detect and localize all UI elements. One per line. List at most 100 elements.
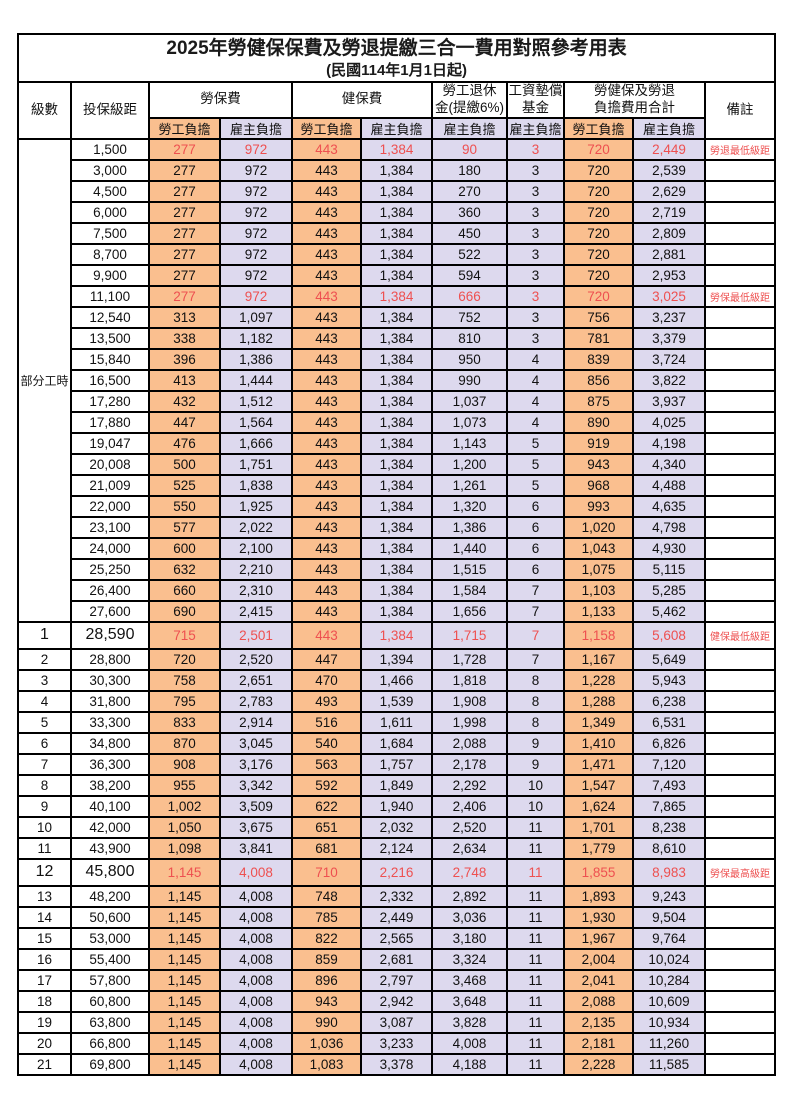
cell-remark [703, 536, 777, 560]
cell-labor-employer: 3,841 [219, 836, 293, 860]
cell-health-employer: 2,565 [360, 926, 433, 950]
cell-health-employee: 443 [291, 263, 362, 287]
cell-total-employer: 2,719 [632, 200, 706, 224]
cell-pension-employer: 950 [431, 347, 508, 371]
cell-total-employer: 2,539 [632, 158, 706, 182]
cell-labor-employee: 908 [148, 752, 221, 776]
cell-bracket: 23,100 [70, 515, 150, 539]
cell-total-employer: 6,238 [632, 689, 706, 713]
cell-total-employee: 1,701 [563, 815, 634, 839]
cell-bracket: 12,540 [70, 305, 150, 329]
cell-pension-employer: 2,634 [431, 836, 508, 860]
cell-wage-fund-employer: 6 [506, 557, 565, 581]
cell-health-employee: 681 [291, 836, 362, 860]
cell-labor-employee: 833 [148, 710, 221, 734]
cell-health-employee: 443 [291, 368, 362, 392]
cell-bracket: 1,500 [70, 137, 150, 161]
cell-wage-fund-employer: 9 [506, 752, 565, 776]
cell-labor-employer: 4,008 [219, 968, 293, 992]
cell-pension-employer: 3,324 [431, 947, 508, 971]
cell-pension-employer: 522 [431, 242, 508, 266]
cell-wage-fund-employer: 3 [506, 284, 565, 308]
cell-bracket: 17,880 [70, 410, 150, 434]
cell-total-employer: 3,025 [632, 284, 706, 308]
cell-total-employee: 1,471 [563, 752, 634, 776]
cell-health-employee: 493 [291, 689, 362, 713]
table-row: 12,540 313 1,097 443 1,384 752 3 756 3,237 [18, 305, 777, 329]
table-row: 8 38,200 955 3,342 592 1,849 2,292 10 1,547 7,493 [17, 773, 777, 797]
cell-level: 21 [17, 1052, 72, 1076]
table-row: 12 45,800 1,145 4,008 710 2,216 2,748 11 1,855 8,… [17, 857, 777, 887]
cell-remark [703, 836, 777, 860]
cell-remark [703, 752, 777, 776]
cell-total-employer: 4,025 [632, 410, 706, 434]
cell-total-employee: 2,135 [563, 1010, 634, 1034]
cell-pension-employer: 180 [431, 158, 508, 182]
cell-health-employer: 1,394 [360, 647, 433, 671]
cell-remark [703, 179, 777, 203]
cell-health-employer: 2,681 [360, 947, 433, 971]
cell-remark: 勞保最低級距 [703, 284, 777, 308]
cell-labor-employer: 4,008 [219, 905, 293, 929]
table-row: 15 53,000 1,145 4,008 822 2,565 3,180 11 1,967 9,… [17, 926, 777, 950]
cell-health-employee: 785 [291, 905, 362, 929]
cell-wage-fund-employer: 11 [506, 926, 565, 950]
table-row: 16 55,400 1,145 4,008 859 2,681 3,324 11 2,004 10… [17, 947, 777, 971]
cell-total-employer: 4,798 [632, 515, 706, 539]
cell-total-employer: 9,764 [632, 926, 706, 950]
cell-total-employer: 5,462 [632, 599, 706, 623]
cell-total-employee: 1,967 [563, 926, 634, 950]
cell-health-employer: 1,384 [360, 179, 433, 203]
subheader-total-employer: 雇主負擔 [632, 116, 706, 140]
cell-labor-employer: 2,783 [219, 689, 293, 713]
cell-labor-employer: 2,501 [219, 620, 293, 650]
cell-pension-employer: 450 [431, 221, 508, 245]
cell-level: 16 [17, 947, 72, 971]
fee-table: 2025年勞健保保費及勞退提繳三合一費用對照參考用表 (民國114年1月1日起)… [16, 33, 777, 1076]
cell-labor-employer: 972 [219, 137, 293, 161]
cell-level: 1 [17, 620, 72, 650]
cell-labor-employer: 4,008 [219, 1031, 293, 1055]
cell-remark [703, 494, 777, 518]
cell-labor-employer: 972 [219, 242, 293, 266]
cell-labor-employee: 660 [148, 578, 221, 602]
cell-pension-employer: 1,908 [431, 689, 508, 713]
cell-health-employer: 2,332 [360, 884, 433, 908]
cell-total-employer: 3,822 [632, 368, 706, 392]
cell-wage-fund-employer: 3 [506, 137, 565, 161]
cell-health-employer: 1,940 [360, 794, 433, 818]
cell-health-employer: 1,849 [360, 773, 433, 797]
cell-pension-employer: 666 [431, 284, 508, 308]
cell-labor-employee: 720 [148, 647, 221, 671]
cell-bracket: 24,000 [70, 536, 150, 560]
cell-wage-fund-employer: 11 [506, 857, 565, 887]
cell-total-employee: 720 [563, 284, 634, 308]
cell-pension-employer: 1,037 [431, 389, 508, 413]
cell-health-employer: 3,378 [360, 1052, 433, 1076]
cell-health-employee: 443 [291, 431, 362, 455]
cell-pension-employer: 2,892 [431, 884, 508, 908]
cell-health-employer: 1,384 [360, 326, 433, 350]
cell-wage-fund-employer: 6 [506, 494, 565, 518]
cell-total-employer: 10,609 [632, 989, 706, 1013]
cell-labor-employee: 1,002 [148, 794, 221, 818]
cell-total-employee: 856 [563, 368, 634, 392]
cell-wage-fund-employer: 11 [506, 947, 565, 971]
cell-health-employer: 1,466 [360, 668, 433, 692]
header-pension: 勞工退休 金(提繳6%) [431, 81, 508, 119]
cell-health-employer: 1,384 [360, 389, 433, 413]
cell-remark [703, 200, 777, 224]
cell-remark [703, 731, 777, 755]
cell-labor-employer: 4,008 [219, 857, 293, 887]
cell-labor-employee: 955 [148, 773, 221, 797]
cell-health-employee: 651 [291, 815, 362, 839]
cell-health-employer: 1,384 [360, 494, 433, 518]
cell-labor-employer: 3,176 [219, 752, 293, 776]
cell-bracket: 26,400 [70, 578, 150, 602]
cell-labor-employee: 277 [148, 242, 221, 266]
cell-pension-employer: 1,261 [431, 473, 508, 497]
cell-total-employer: 4,488 [632, 473, 706, 497]
cell-health-employer: 2,216 [360, 857, 433, 887]
cell-labor-employer: 1,666 [219, 431, 293, 455]
cell-level: 17 [17, 968, 72, 992]
